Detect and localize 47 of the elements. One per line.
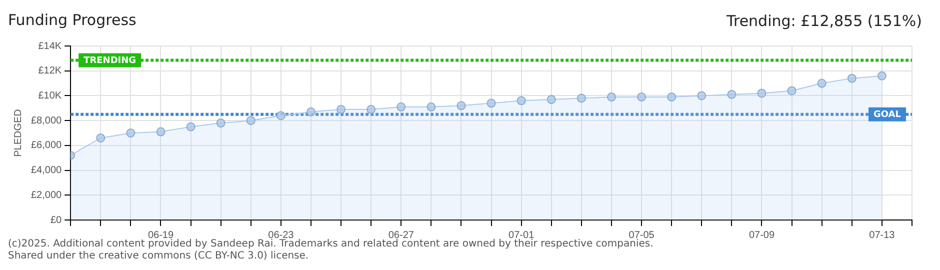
y-axis-title: PLEDGED: [12, 109, 24, 157]
x-tick-label: 06-27: [388, 230, 414, 241]
point: [366, 104, 376, 114]
point: [156, 127, 166, 136]
point: [186, 122, 196, 132]
point: [486, 98, 496, 108]
point: [606, 92, 616, 102]
point: [396, 102, 406, 112]
point: [697, 91, 706, 100]
point: [787, 86, 796, 96]
point: [96, 133, 106, 142]
y-tick-label: £10K: [38, 90, 62, 102]
point: [637, 92, 646, 102]
point: [336, 104, 346, 114]
y-tick-label: £14K: [38, 40, 62, 52]
ref-line-label: GOAL: [874, 110, 902, 120]
point: [456, 101, 466, 110]
point: [576, 94, 586, 103]
y-tick-label: £0: [50, 214, 62, 226]
point: [216, 118, 226, 128]
point: [757, 88, 766, 98]
y-tick-label: £12K: [38, 66, 62, 77]
y-tick-label: £2,000: [30, 190, 62, 201]
text: Shared under the creative commons (CC BY-NC 3.0) license.: [8, 250, 309, 262]
chart-subtitle: Trending: £12,855 (151%): [726, 12, 922, 30]
point: [306, 107, 316, 116]
point: [126, 128, 136, 138]
point: [516, 96, 526, 106]
x-tick-label: 07-05: [628, 230, 655, 241]
x-tick-label: 07-13: [869, 230, 896, 241]
point: [426, 102, 436, 112]
ref-line-label: TRENDING: [84, 56, 136, 66]
point: [727, 90, 736, 99]
point: [877, 71, 886, 80]
point: [817, 78, 826, 88]
x-tick-label: 07-09: [748, 230, 775, 241]
text: (c)2025. Additional content provided by Sandeep Rai. Trademarks and related content are owned by their respective companies.: [8, 238, 654, 250]
point: [667, 92, 676, 102]
chart-title: Funding Progress: [8, 10, 137, 29]
point: [276, 111, 286, 120]
y-tick-label: £8,000: [30, 115, 62, 126]
y-tick-label: £4,000: [30, 165, 62, 176]
x-tick-label: 06-19: [148, 230, 174, 241]
point: [847, 74, 856, 83]
point: [246, 116, 256, 126]
point: [546, 94, 556, 104]
y-tick-label: £6,000: [30, 140, 62, 152]
